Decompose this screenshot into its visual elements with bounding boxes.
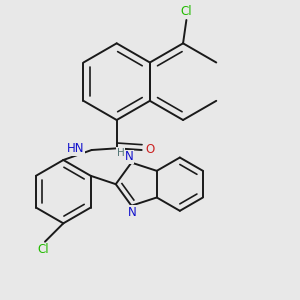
Text: N: N [124,150,133,163]
Text: Cl: Cl [181,5,192,18]
Text: H: H [117,148,124,158]
Text: Cl: Cl [38,244,49,256]
Text: HN: HN [67,142,84,155]
Text: O: O [146,143,154,156]
Text: N: N [128,206,137,219]
